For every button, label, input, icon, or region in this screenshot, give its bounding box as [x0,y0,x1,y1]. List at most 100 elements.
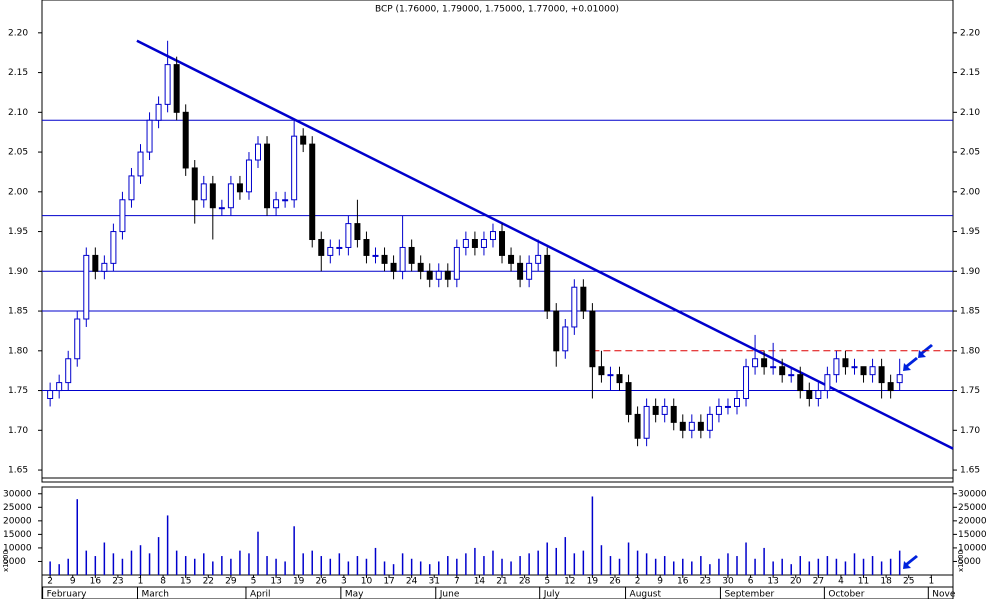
candle-body [869,366,876,376]
candle-body [399,246,406,272]
volume-bar [636,550,639,575]
volume-tick-label: 20000 [3,516,32,526]
candle-body [282,199,289,202]
volume-bar [392,564,395,575]
volume-bar [175,550,178,575]
y-tick-label: 2.10 [8,108,28,118]
volume-bar [428,564,431,575]
volume-bar [627,542,630,575]
volume-bar [248,553,250,575]
candle-body [309,143,316,241]
volume-bar [754,558,756,575]
candle-body [752,358,759,368]
x-tick-label: 19 [293,577,305,587]
candle-body [634,413,641,439]
candle-body [489,231,496,241]
volume-bar [573,553,576,575]
y-tick-label: 2.05 [960,148,980,158]
volume-bar [691,561,693,575]
y-tick-label: 2.05 [8,148,28,158]
candle-body [526,262,533,280]
volume-bar [356,556,359,575]
volume-bar [790,564,792,575]
x-tick-label: 22 [203,577,214,587]
y-tick-label: 1.90 [8,267,28,277]
volume-bar [555,547,557,575]
candle-body [860,366,867,376]
candle-body [372,254,379,257]
candle-body [200,183,207,201]
volume-bar [582,550,585,575]
volume-bar [447,556,449,575]
volume-bar [419,561,422,575]
candle-body [119,199,126,233]
volume-bar [456,558,458,575]
candle-body [589,310,596,368]
volume-bar [835,558,838,575]
volume-bar [727,553,729,575]
candle-body [264,143,271,209]
volume-bar [401,553,404,575]
volume-bar [645,553,648,575]
volume-tick-label: 30000 [958,489,987,499]
volume-bar [221,556,223,575]
candle-body [688,421,695,431]
x-tick-label: 28 [519,577,531,587]
volume-bar [591,496,594,575]
x-tick-label: 5 [544,577,550,587]
candle-body [173,64,180,113]
candle-body [83,254,90,320]
y-tick-label: 2.20 [8,28,28,38]
y-tick-label: 1.95 [960,227,980,237]
x-tick-label: 1 [138,577,144,587]
candle-body [625,382,632,415]
volume-bar [763,547,765,575]
volume-tick-label: 5000 [958,557,981,567]
month-label: July [543,590,561,599]
x-tick-label: 8 [160,577,166,587]
candle-body [128,175,135,201]
volume-bar [781,558,783,575]
volume-bar [347,561,350,575]
x-tick-label: 16 [90,577,102,587]
volume-unit-label: x1000 [2,550,10,572]
month-label: April [250,590,271,599]
candle-body [191,167,198,201]
candle-body [571,286,578,328]
x-tick-label: 23 [112,577,123,587]
candle-body [607,374,614,377]
x-tick-label: 11 [858,577,869,587]
x-tick-label: 16 [677,577,689,587]
volume-bar [465,553,467,575]
volume-bar [103,542,106,575]
volume-bar [853,553,856,575]
candle-body [462,239,469,248]
candle-body [851,366,858,369]
x-tick-label: 14 [474,577,486,587]
candle-body [65,358,72,384]
x-tick-label: 21 [496,577,507,587]
volume-tick-label: 15000 [3,530,32,540]
volume-bar [492,550,494,575]
y-tick-label: 2.10 [960,108,980,118]
candle-body [715,405,722,415]
candle-body [390,262,397,272]
candle-body [580,286,587,312]
month-label: February [47,590,88,599]
y-tick-label: 2.20 [960,28,980,38]
candle-body [245,159,252,193]
x-tick-label: 26 [316,577,328,587]
x-tick-label: 7 [454,577,460,587]
volume-bar [338,553,341,575]
candle-body [670,405,677,423]
x-tick-label: 12 [564,577,575,587]
x-tick-label: 26 [609,577,621,587]
x-tick-label: 13 [270,577,281,587]
volume-bar [383,561,386,575]
month-label: June [439,590,460,599]
candle-body [706,413,713,431]
candle-body [508,254,515,264]
volume-bar [320,556,323,575]
volume-bar [239,550,241,575]
y-tick-label: 1.80 [960,346,980,356]
